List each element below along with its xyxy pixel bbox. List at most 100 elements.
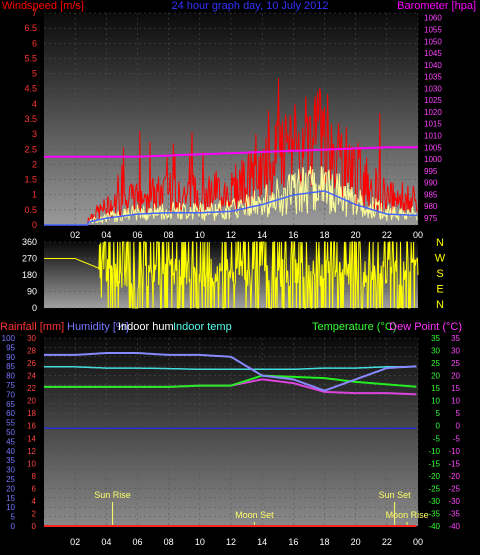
temp-time-label: 00 [413,537,423,547]
wind-gust-series-line [44,166,418,226]
astro-event-label: Moon Rise [386,510,429,520]
temp-time-label: 20 [351,537,361,547]
windspeed-tick-label: 7 [32,8,37,18]
wind-time-ticks: 02 04 06 08 10 12 14 16 18 20 22 00 [70,230,423,240]
compass-label: W [435,253,446,265]
temperature-tick-label: 35 [431,334,440,343]
barometer-ticks: 1060 1055 1050 1045 1040 1035 1030 1025 1020 1015… [424,14,442,223]
barometer-axis-label: Barometer [hpa] [397,0,476,12]
windspeed-ticks: 7 6.5 6 5.5 5 4.5 4 3.5 3 2.5 2 1.5 1 0.5 0 [24,8,37,230]
windspeed-tick-label: 6.5 [24,23,37,33]
humidity-tick-label: 0 [11,522,16,531]
barometer-tick-label: 1000 [424,155,442,164]
temp-time-label: 12 [226,537,236,547]
windspeed-tick-label: 5 [32,69,37,79]
temperature-tick-label: 20 [431,372,440,381]
dewpoint-tick-label: -20 [448,472,460,481]
humidity-tick-label: 80 [6,372,15,381]
windspeed-tick-label: 0.5 [24,205,37,215]
barometer-tick-label: 990 [424,179,438,188]
temperature-tick-label: 5 [436,409,441,418]
temperature-tick-label: -10 [428,447,440,456]
wind-time-label: 12 [226,230,236,240]
windspeed-tick-label: 2.5 [24,144,37,154]
windspeed-tick-label: 4.5 [24,84,37,94]
windspeed-tick-label: 4 [32,99,37,109]
compass-label: N [436,299,444,311]
humidity-tick-label: 85 [6,362,15,371]
windspeed-tick-label: 3.5 [24,114,37,124]
humidity-series-line [44,352,417,392]
temp-time-label: 22 [382,537,392,547]
dewpoint-tick-label: -30 [448,497,460,506]
rainfall-tick-label: 14 [27,434,36,443]
wind-barometer-panel: Windspeed [m/s] 24 hour graph day, 10 Ju… [2,0,476,240]
temperature-tick-label: -30 [428,497,440,506]
windspeed-tick-label: 2 [32,159,37,169]
temperature-tick-label: -20 [428,472,440,481]
humidity-tick-label: 5 [11,513,16,522]
windspeed-tick-label: 5.5 [24,53,37,63]
astro-event-label: Sun Rise [94,490,131,500]
windspeed-tick-label: 3 [32,129,37,139]
humidity-tick-label: 100 [2,334,16,343]
direction-tick-label: 180 [22,270,37,280]
compass-label: S [436,268,443,280]
humidity-tick-label: 90 [6,353,15,362]
rainfall-tick-label: 8 [32,472,37,481]
temperature-tick-label: -25 [428,484,440,493]
humidity-tick-label: 15 [6,494,15,503]
dewpoint-tick-label: -5 [453,434,461,443]
temp-time-label: 10 [195,537,205,547]
humidity-tick-label: 40 [6,447,15,456]
dewpoint-axis-label: Dew Point (°C) [389,321,462,333]
temperature-ticks: 35 35 30 30 25 25 20 20 15 15 10 10 5 5 0 0 -5 -5 -10 -10 -1… [428,334,460,531]
indoor-hum-label: Indoor hum [118,321,174,333]
barometer-tick-label: 985 [424,190,438,199]
rainfall-tick-label: 4 [32,497,37,506]
barometer-tick-label: 1055 [424,25,442,34]
windspeed-axis-label: Windspeed [m/s] [2,0,84,12]
humidity-axis-label: Humidity [%] [67,321,129,333]
humidity-tick-label: 95 [6,343,15,352]
dewpoint-tick-label: 0 [456,422,461,431]
barometer-tick-label: 975 [424,214,438,223]
rainfall-axis-label: Rainfall [mm] [0,321,64,333]
rainfall-tick-label: 20 [27,397,36,406]
compass-label: N [436,237,444,249]
temperature-tick-label: 25 [431,359,440,368]
humidity-tick-label: 55 [6,419,15,428]
windspeed-tick-label: 6 [32,38,37,48]
humidity-tick-label: 45 [6,437,15,446]
rainfall-tick-label: 28 [27,347,36,356]
temp-time-label: 14 [257,537,267,547]
astro-event-label: Sun Set [379,490,412,500]
dewpoint-tick-label: 20 [451,372,460,381]
rainfall-tick-label: 24 [27,372,36,381]
barometer-tick-label: 1030 [424,84,442,93]
windspeed-tick-label: 1.5 [24,175,37,185]
temperature-axis-label: Temperature (°C) [312,321,396,333]
humidity-tick-label: 10 [6,503,15,512]
compass-label: E [436,284,443,296]
rainfall-tick-label: 2 [32,509,37,518]
humidity-tick-label: 50 [6,428,15,437]
astro-event-label: Moon Set [235,510,274,520]
humidity-tick-label: 70 [6,390,15,399]
humidity-tick-label: 60 [6,409,15,418]
dewpoint-tick-label: -25 [448,484,460,493]
barometer-tick-label: 1060 [424,14,442,23]
humidity-tick-label: 35 [6,456,15,465]
temperature-tick-label: 15 [431,384,440,393]
dewpoint-tick-label: 30 [451,347,460,356]
temperature-humidity-panel: Rainfall [mm] Humidity [%] Indoor hum In… [0,321,462,547]
windspeed-tick-label: 1 [32,190,37,200]
wind-time-label: 06 [132,230,142,240]
humidity-ticks: 1009590858075706560555045403530252015105… [2,334,16,531]
dewpoint-tick-label: 5 [456,409,461,418]
temp-time-label: 06 [132,537,142,547]
barometer-tick-label: 1040 [424,61,442,70]
wind-average-series-line [44,190,418,226]
